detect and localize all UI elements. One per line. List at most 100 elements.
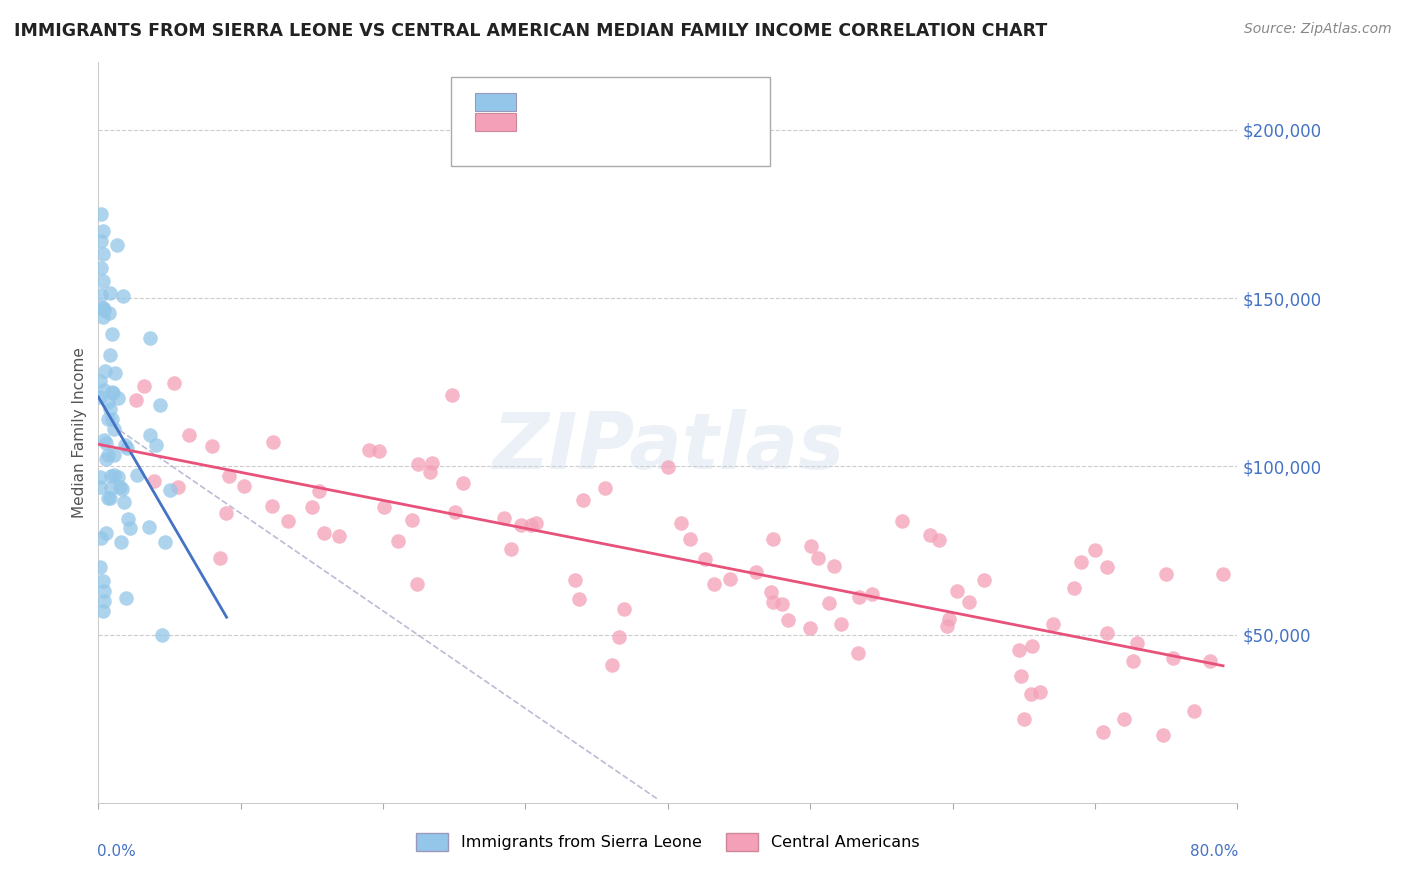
Point	[89, 559, 111, 574]
Point	[94, 364, 117, 378]
Point	[112, 495, 135, 509]
Point	[91, 224, 114, 238]
Point	[1010, 668, 1032, 682]
Point	[718, 572, 741, 586]
Point	[1112, 712, 1135, 726]
Text: 93: 93	[657, 114, 678, 129]
Point	[215, 506, 238, 520]
Point	[101, 386, 124, 401]
Point	[117, 512, 139, 526]
Point	[387, 534, 409, 549]
Point	[564, 573, 586, 587]
Point	[420, 456, 443, 470]
Point	[406, 577, 429, 591]
FancyBboxPatch shape	[451, 78, 770, 166]
Point	[373, 500, 395, 514]
Point	[89, 469, 111, 483]
Point	[103, 448, 125, 462]
Point	[799, 621, 821, 635]
Point	[127, 467, 149, 482]
Point	[695, 552, 717, 566]
Point	[568, 591, 591, 606]
Point	[613, 602, 636, 616]
Point	[104, 366, 127, 380]
Y-axis label: Median Family Income: Median Family Income	[72, 347, 87, 518]
Point	[90, 260, 112, 275]
Point	[138, 520, 160, 534]
Point	[100, 481, 122, 495]
Point	[1122, 654, 1144, 668]
Point	[1095, 560, 1118, 574]
Point	[103, 422, 125, 436]
Point	[139, 331, 162, 345]
Point	[920, 527, 942, 541]
Point	[1063, 581, 1085, 595]
Point	[860, 587, 883, 601]
Point	[110, 534, 132, 549]
Point	[90, 531, 112, 545]
Point	[1021, 639, 1043, 653]
Point	[759, 584, 782, 599]
Point	[328, 529, 350, 543]
Point	[97, 395, 120, 409]
Point	[89, 390, 111, 404]
Point	[368, 443, 391, 458]
Point	[679, 532, 702, 546]
Point	[669, 516, 692, 531]
Point	[762, 532, 785, 546]
Point	[762, 595, 785, 609]
Point	[823, 559, 845, 574]
Point	[830, 616, 852, 631]
Text: IMMIGRANTS FROM SIERRA LEONE VS CENTRAL AMERICAN MEDIAN FAMILY INCOME CORRELATIO: IMMIGRANTS FROM SIERRA LEONE VS CENTRAL …	[14, 22, 1047, 40]
Point	[524, 516, 547, 530]
Point	[1008, 643, 1031, 657]
Point	[357, 443, 380, 458]
Point	[891, 514, 914, 528]
Point	[91, 301, 114, 315]
Point	[301, 500, 323, 515]
Point	[100, 411, 122, 425]
Point	[1154, 566, 1177, 581]
Point	[91, 574, 114, 588]
Point	[1042, 617, 1064, 632]
Point	[1152, 729, 1174, 743]
Point	[97, 491, 120, 506]
Text: N =: N =	[624, 114, 658, 129]
Point	[103, 468, 125, 483]
Point	[107, 470, 129, 484]
Point	[800, 540, 823, 554]
Point	[401, 513, 423, 527]
Point	[935, 618, 957, 632]
Point	[520, 518, 543, 533]
Point	[408, 457, 430, 471]
Point	[101, 326, 124, 341]
Text: 80.0%: 80.0%	[1189, 844, 1239, 858]
Point	[97, 412, 120, 426]
Point	[118, 521, 141, 535]
Point	[105, 238, 128, 252]
Point	[93, 303, 115, 318]
Point	[125, 392, 148, 407]
Legend: Immigrants from Sierra Leone, Central Americans: Immigrants from Sierra Leone, Central Am…	[411, 827, 925, 858]
Text: 68: 68	[657, 95, 678, 109]
Point	[510, 517, 533, 532]
Point	[946, 583, 969, 598]
FancyBboxPatch shape	[475, 112, 516, 130]
Point	[111, 482, 134, 496]
Point	[98, 286, 121, 301]
Point	[1163, 651, 1185, 665]
Point	[108, 480, 131, 494]
Point	[90, 287, 112, 301]
Point	[419, 465, 441, 479]
Point	[571, 492, 593, 507]
Point	[97, 306, 120, 320]
Text: 0.0%: 0.0%	[97, 844, 136, 858]
Point	[149, 398, 172, 412]
FancyBboxPatch shape	[475, 93, 516, 111]
Point	[93, 583, 115, 598]
Point	[90, 207, 112, 221]
Point	[117, 442, 139, 456]
Point	[98, 348, 121, 362]
Point	[818, 596, 841, 610]
Point	[167, 480, 190, 494]
